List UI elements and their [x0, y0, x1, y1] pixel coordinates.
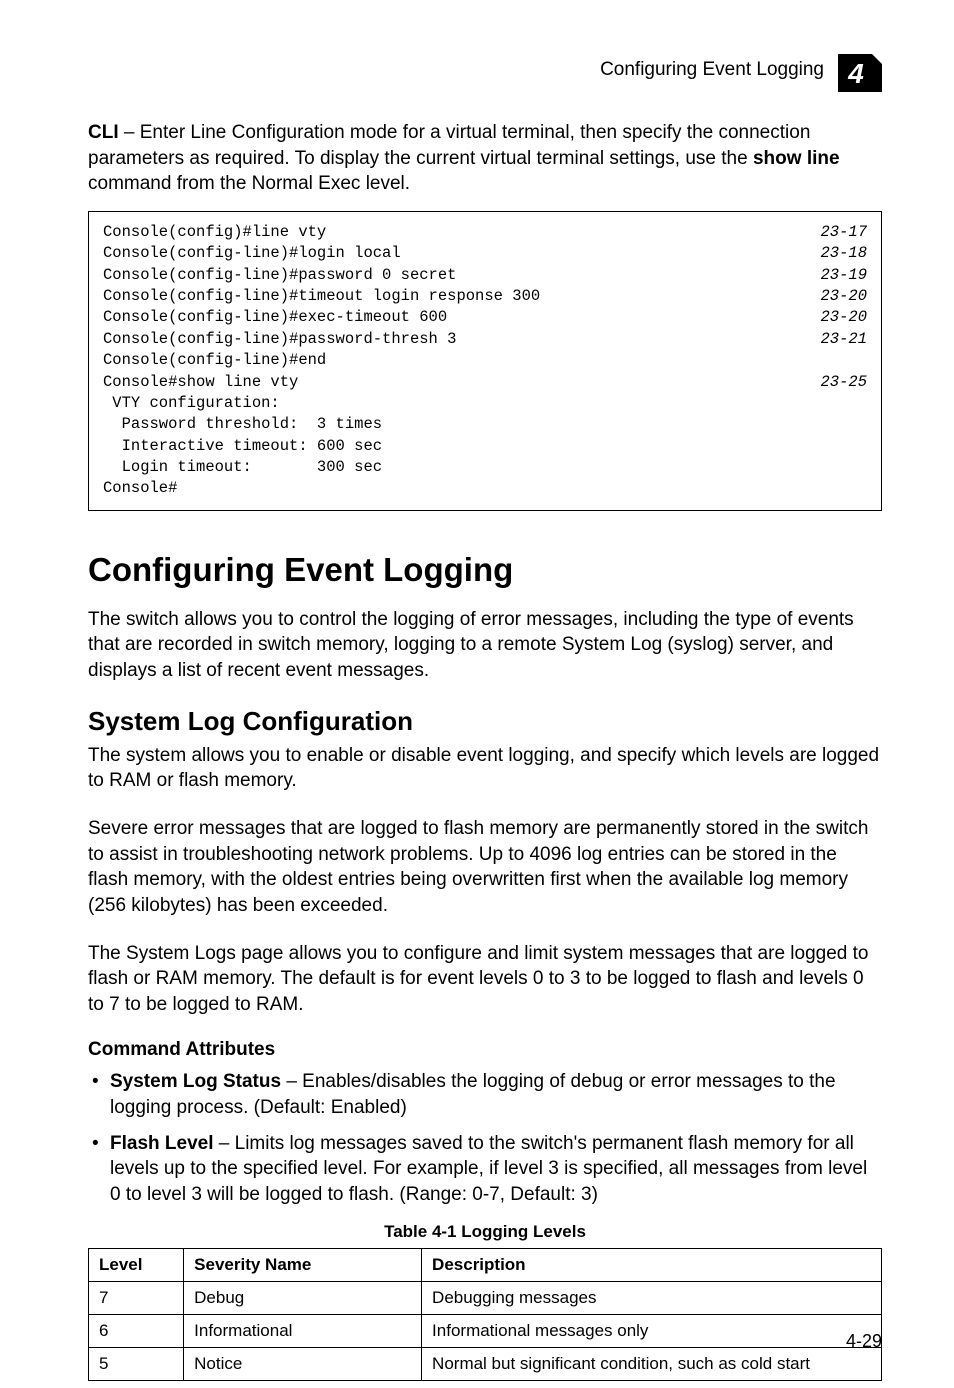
- intro-showline-label: show line: [753, 148, 840, 169]
- table-header-cell: Level: [89, 1248, 184, 1281]
- code-line: Interactive timeout: 600 sec: [103, 436, 867, 457]
- attribute-description: – Limits log messages saved to the switc…: [110, 1133, 867, 1205]
- page-number: 4-29: [846, 1331, 882, 1352]
- table-cell: Debug: [184, 1281, 422, 1314]
- code-command: Console(config-line)#exec-timeout 600: [103, 307, 810, 328]
- code-command: Login timeout: 300 sec: [103, 457, 867, 478]
- code-line: Console(config-line)#password 0 secret23…: [103, 265, 867, 286]
- attribute-term: Flash Level: [110, 1133, 214, 1154]
- code-line: Login timeout: 300 sec: [103, 457, 867, 478]
- code-command: Console(config-line)#end: [103, 350, 867, 371]
- table-row: 7DebugDebugging messages: [89, 1281, 882, 1314]
- command-attributes-list: System Log Status – Enables/disables the…: [88, 1069, 882, 1207]
- section-paragraph: The switch allows you to control the log…: [88, 607, 882, 684]
- intro-text-1: – Enter Line Configuration mode for a vi…: [88, 122, 810, 169]
- code-command: Interactive timeout: 600 sec: [103, 436, 867, 457]
- table-header-cell: Description: [422, 1248, 882, 1281]
- code-command: Password threshold: 3 times: [103, 414, 867, 435]
- subsection-para-2: Severe error messages that are logged to…: [88, 816, 882, 919]
- code-command: Console(config)#line vty: [103, 222, 810, 243]
- attribute-term: System Log Status: [110, 1071, 281, 1092]
- code-line: Password threshold: 3 times: [103, 414, 867, 435]
- code-line: Console#: [103, 478, 867, 499]
- code-line: Console(config-line)#password-thresh 323…: [103, 329, 867, 350]
- running-header: Configuring Event Logging 4: [88, 48, 882, 92]
- table-row: 6InformationalInformational messages onl…: [89, 1314, 882, 1347]
- command-attributes-heading: Command Attributes: [88, 1039, 882, 1061]
- table-header-cell: Severity Name: [184, 1248, 422, 1281]
- logging-levels-table: LevelSeverity NameDescription 7DebugDebu…: [88, 1248, 882, 1381]
- code-line: Console(config-line)#login local23-18: [103, 243, 867, 264]
- code-line: Console(config)#line vty23-17: [103, 222, 867, 243]
- code-reference: 23-19: [810, 265, 867, 286]
- code-command: Console(config-line)#password 0 secret: [103, 265, 810, 286]
- code-command: VTY configuration:: [103, 393, 867, 414]
- chapter-number-icon: 4: [838, 48, 882, 92]
- list-item: System Log Status – Enables/disables the…: [88, 1069, 882, 1120]
- code-reference: 23-20: [810, 286, 867, 307]
- code-line: VTY configuration:: [103, 393, 867, 414]
- cli-code-block: Console(config)#line vty23-17Console(con…: [88, 211, 882, 511]
- code-line: Console(config-line)#timeout login respo…: [103, 286, 867, 307]
- code-command: Console#: [103, 478, 867, 499]
- table-row: 5NoticeNormal but significant condition,…: [89, 1347, 882, 1380]
- subsection-title: System Log Configuration: [88, 706, 882, 737]
- table-cell: Notice: [184, 1347, 422, 1380]
- code-line: Console#show line vty23-25: [103, 372, 867, 393]
- code-reference: 23-25: [810, 372, 867, 393]
- code-reference: 23-21: [810, 329, 867, 350]
- table-cell: Debugging messages: [422, 1281, 882, 1314]
- section-title: Configuring Event Logging: [88, 551, 882, 589]
- table-cell: 5: [89, 1347, 184, 1380]
- table-cell: 6: [89, 1314, 184, 1347]
- subsection-para-1: The system allows you to enable or disab…: [88, 743, 882, 794]
- code-command: Console(config-line)#timeout login respo…: [103, 286, 810, 307]
- svg-text:4: 4: [847, 58, 864, 89]
- intro-cli-label: CLI: [88, 122, 119, 143]
- subsection-para-3: The System Logs page allows you to confi…: [88, 941, 882, 1018]
- table-cell: Informational messages only: [422, 1314, 882, 1347]
- table-cell: Informational: [184, 1314, 422, 1347]
- table-cell: 7: [89, 1281, 184, 1314]
- code-command: Console(config-line)#password-thresh 3: [103, 329, 810, 350]
- code-line: Console(config-line)#exec-timeout 60023-…: [103, 307, 867, 328]
- code-command: Console(config-line)#login local: [103, 243, 810, 264]
- intro-paragraph: CLI – Enter Line Configuration mode for …: [88, 120, 882, 197]
- code-reference: 23-18: [810, 243, 867, 264]
- table-cell: Normal but significant condition, such a…: [422, 1347, 882, 1380]
- code-command: Console#show line vty: [103, 372, 810, 393]
- list-item: Flash Level – Limits log messages saved …: [88, 1131, 882, 1208]
- intro-text-2: command from the Normal Exec level.: [88, 173, 410, 194]
- code-line: Console(config-line)#end: [103, 350, 867, 371]
- code-reference: 23-20: [810, 307, 867, 328]
- running-title: Configuring Event Logging: [600, 59, 824, 81]
- code-reference: 23-17: [810, 222, 867, 243]
- table-caption: Table 4-1 Logging Levels: [88, 1222, 882, 1242]
